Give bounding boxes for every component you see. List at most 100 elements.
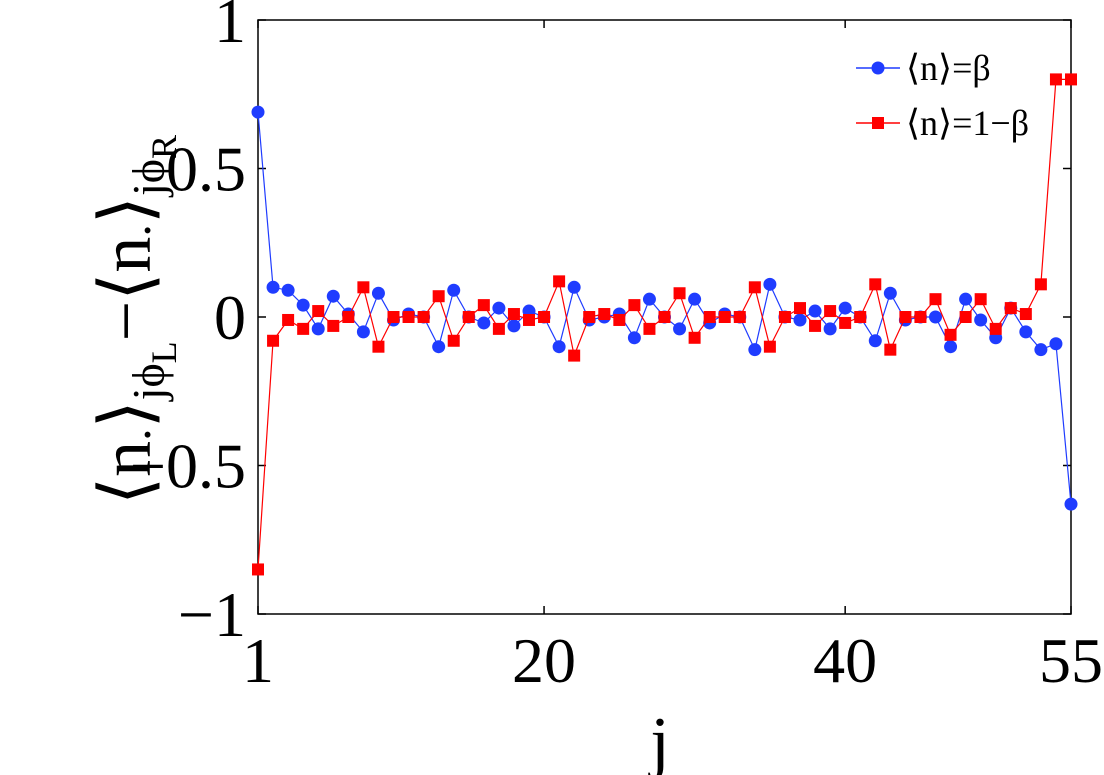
- data-point: [477, 316, 491, 330]
- data-point: [372, 340, 385, 353]
- series-line: [257, 78, 1071, 570]
- data-point: [296, 298, 310, 312]
- data-point: [251, 105, 265, 119]
- data-point: [356, 325, 370, 339]
- legend-label-beta: ⟨n⟩=β: [906, 48, 991, 88]
- data-point: [447, 334, 460, 347]
- data-point: [869, 278, 882, 291]
- y-tick-label: 0.5: [166, 134, 246, 205]
- data-point: [824, 305, 837, 318]
- data-point: [883, 286, 897, 300]
- data-point: [402, 311, 415, 323]
- data-point: [808, 304, 822, 318]
- data-point: [1019, 325, 1033, 339]
- data-point: [552, 340, 566, 354]
- y-axis-ticks: −1 −0.5 0 0.5 1: [130, 0, 1071, 650]
- x-tick-label: 20: [512, 625, 576, 696]
- data-point: [793, 313, 807, 327]
- data-point: [763, 340, 776, 353]
- series-1: [252, 73, 1077, 576]
- y-tick-label: −0.5: [130, 431, 246, 502]
- legend: ⟨n⟩=β ⟨n⟩=1−β: [856, 48, 1029, 143]
- data-point: [312, 305, 325, 318]
- data-point: [929, 310, 942, 324]
- data-point: [507, 308, 520, 321]
- series-0: [251, 105, 1078, 511]
- data-point: [583, 311, 596, 323]
- data-point: [642, 292, 656, 306]
- data-point: [944, 340, 958, 354]
- data-point: [884, 343, 897, 356]
- data-point: [507, 319, 521, 333]
- data-point: [357, 281, 370, 294]
- data-point: [523, 313, 535, 326]
- data-point: [281, 283, 295, 297]
- legend-label-one-minus-beta: ⟨n⟩=1−β: [906, 103, 1029, 143]
- data-point: [838, 301, 852, 315]
- data-point: [387, 311, 400, 323]
- legend-marker-one-minus-beta: [872, 117, 884, 129]
- data-point: [432, 290, 445, 303]
- data-point: [1004, 302, 1017, 315]
- y-axis-label: ⟨n.⟩jϕL−⟨n.⟩jϕR: [86, 135, 184, 505]
- data-point: [974, 313, 988, 327]
- data-point: [868, 334, 882, 348]
- data-point: [703, 311, 716, 323]
- y-label-n-2: n: [86, 237, 166, 273]
- data-point: [643, 322, 656, 335]
- data-point: [266, 280, 280, 294]
- data-point: [914, 311, 927, 323]
- y-label-bracket-open: ⟨: [86, 477, 166, 505]
- data-point: [748, 281, 761, 294]
- y-label-sub-L: L: [144, 341, 184, 363]
- data-point: [311, 322, 325, 336]
- data-point: [688, 292, 702, 306]
- y-label-dot: .: [105, 428, 161, 441]
- data-point: [1064, 497, 1078, 511]
- y-label-sub-phi-2: ϕ: [123, 159, 174, 183]
- data-point: [929, 293, 942, 306]
- data-point: [854, 311, 867, 323]
- data-point: [598, 308, 611, 321]
- data-point: [959, 292, 973, 306]
- data-point: [1049, 337, 1063, 351]
- y-label-n: n: [86, 441, 166, 477]
- data-point: [944, 328, 957, 341]
- data-point: [1049, 73, 1062, 86]
- data-point: [673, 322, 687, 336]
- data-point: [252, 563, 264, 576]
- data-point: [627, 331, 641, 345]
- data-point: [267, 334, 280, 347]
- data-point: [477, 299, 490, 312]
- data-point: [748, 343, 762, 357]
- y-label-bracket-close: ⟩: [86, 400, 166, 428]
- data-point: [492, 322, 505, 335]
- data-point: [326, 289, 340, 303]
- data-point: [673, 287, 686, 300]
- y-label-minus: −: [86, 301, 166, 342]
- y-tick-label: 0: [214, 282, 246, 353]
- data-point: [282, 313, 295, 326]
- data-point: [432, 340, 446, 354]
- data-point: [718, 311, 731, 323]
- data-point: [371, 286, 385, 300]
- series-line: [257, 112, 1072, 505]
- data-point: [974, 293, 987, 306]
- y-label-dot-2: .: [105, 224, 161, 237]
- data-point: [613, 313, 626, 326]
- legend-entry-beta: ⟨n⟩=β: [856, 48, 991, 88]
- data-point: [462, 311, 475, 323]
- data-point: [297, 322, 310, 335]
- data-point: [342, 311, 355, 323]
- data-point: [688, 331, 701, 344]
- data-point: [567, 280, 581, 294]
- y-label-bracket-close-2: ⟩: [86, 196, 166, 224]
- data-point: [1034, 343, 1048, 357]
- data-point: [658, 311, 671, 323]
- data-point: [809, 319, 822, 332]
- data-point: [839, 316, 852, 329]
- data-point: [763, 277, 777, 291]
- data-point: [733, 311, 746, 323]
- data-point: [1019, 308, 1032, 321]
- x-axis-ticks: 1 20 40 55: [242, 20, 1103, 696]
